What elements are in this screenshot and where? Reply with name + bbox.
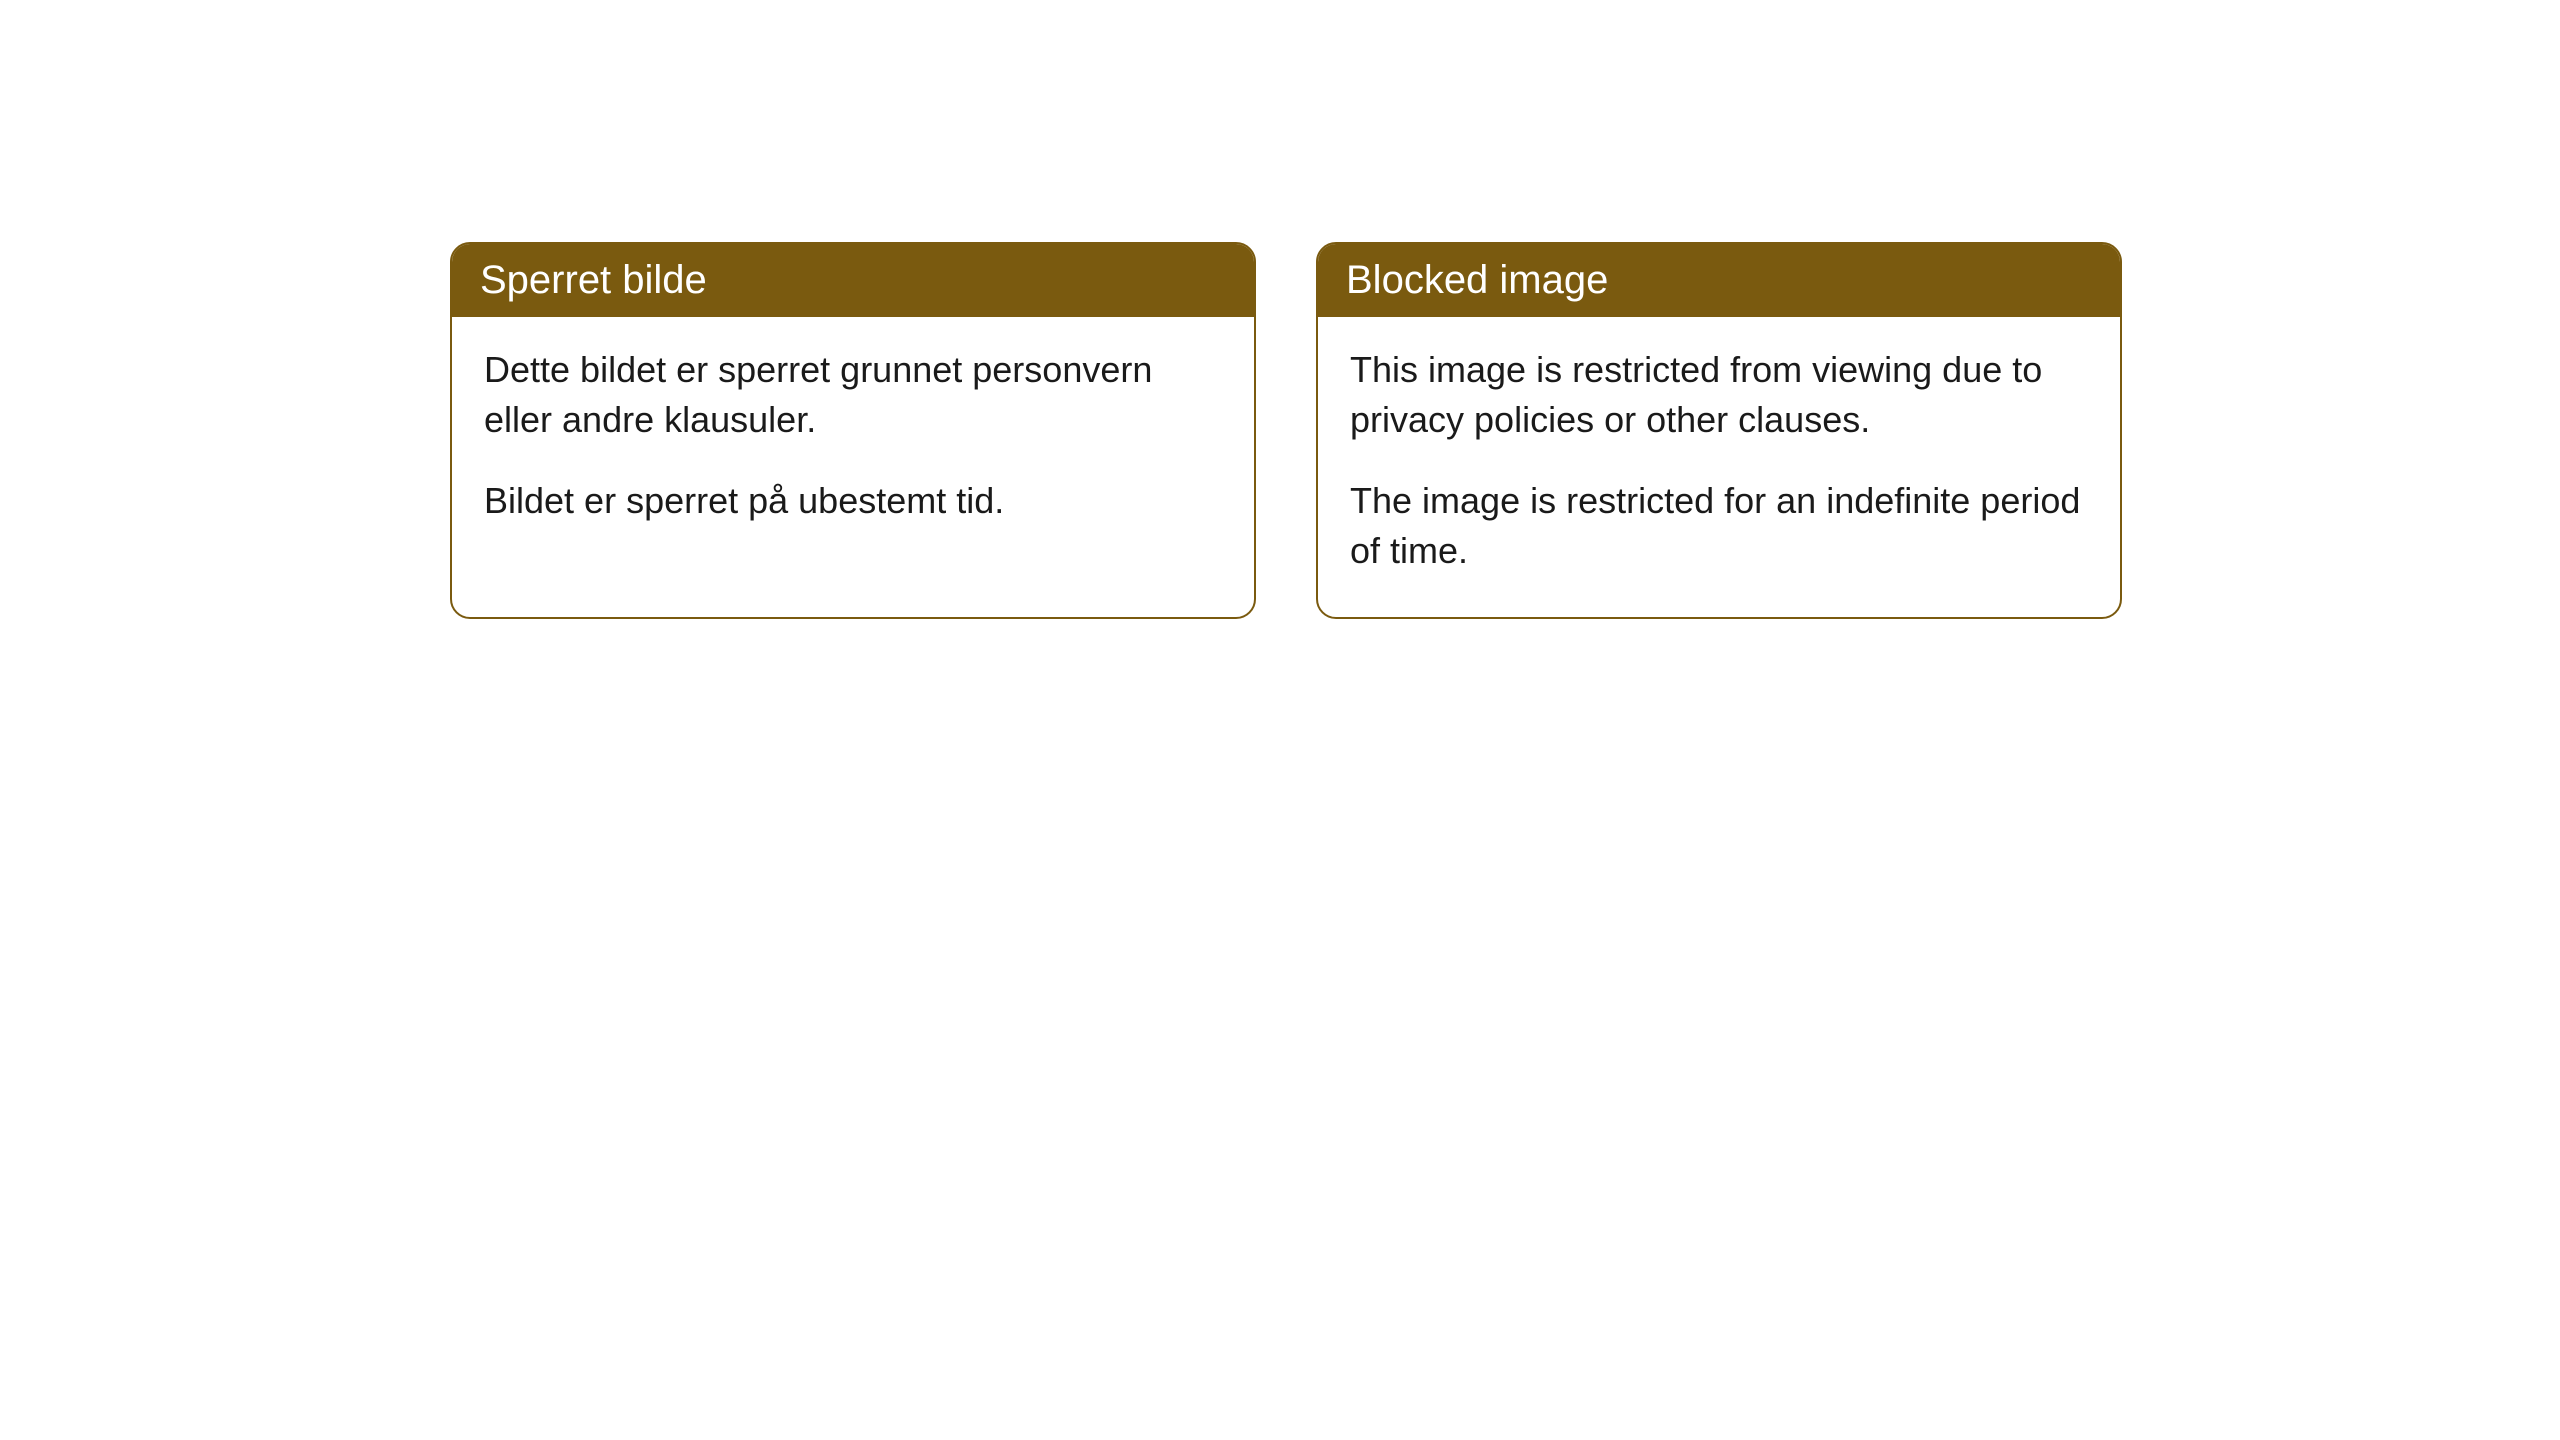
card-body-norwegian: Dette bildet er sperret grunnet personve… bbox=[452, 317, 1254, 566]
card-paragraph: The image is restricted for an indefinit… bbox=[1350, 476, 2088, 577]
card-header-norwegian: Sperret bilde bbox=[452, 244, 1254, 317]
card-paragraph: This image is restricted from viewing du… bbox=[1350, 345, 2088, 446]
card-paragraph: Dette bildet er sperret grunnet personve… bbox=[484, 345, 1222, 446]
notice-card-english: Blocked image This image is restricted f… bbox=[1316, 242, 2122, 619]
card-title: Sperret bilde bbox=[480, 258, 707, 302]
card-title: Blocked image bbox=[1346, 258, 1608, 302]
card-paragraph: Bildet er sperret på ubestemt tid. bbox=[484, 476, 1222, 526]
card-header-english: Blocked image bbox=[1318, 244, 2120, 317]
notice-cards-container: Sperret bilde Dette bildet er sperret gr… bbox=[450, 242, 2560, 619]
card-body-english: This image is restricted from viewing du… bbox=[1318, 317, 2120, 617]
notice-card-norwegian: Sperret bilde Dette bildet er sperret gr… bbox=[450, 242, 1256, 619]
